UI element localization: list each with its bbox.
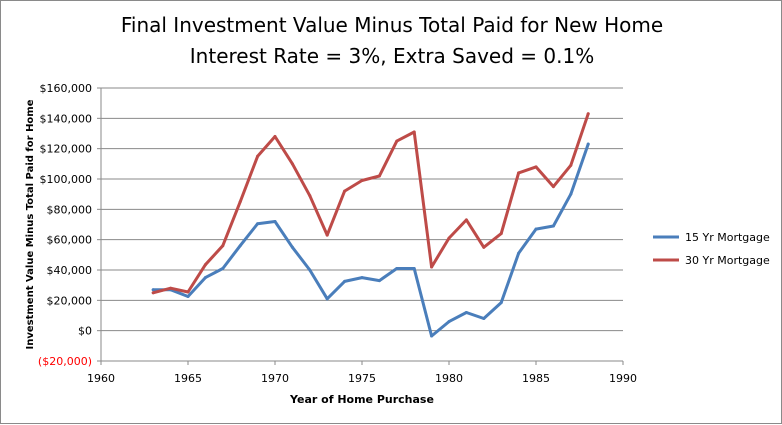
data-point bbox=[551, 224, 555, 228]
y-axis-title: Investment Value Minus Total Paid for Ho… bbox=[25, 99, 36, 349]
data-point bbox=[343, 189, 347, 193]
data-point bbox=[343, 279, 347, 283]
data-point bbox=[412, 266, 416, 270]
x-tick-label: 1985 bbox=[522, 372, 550, 385]
data-point bbox=[464, 218, 468, 222]
data-point bbox=[256, 154, 260, 158]
data-point bbox=[325, 233, 329, 237]
data-point bbox=[447, 320, 451, 324]
data-point bbox=[203, 276, 207, 280]
data-point bbox=[447, 236, 451, 240]
data-point bbox=[586, 142, 590, 146]
data-point bbox=[569, 163, 573, 167]
data-point bbox=[517, 171, 521, 175]
data-point bbox=[377, 174, 381, 178]
data-point bbox=[377, 279, 381, 283]
data-point bbox=[290, 245, 294, 249]
x-axis-title: Year of Home Purchase bbox=[289, 393, 434, 406]
x-tick-label: 1970 bbox=[261, 372, 289, 385]
x-tick-label: 1965 bbox=[174, 372, 202, 385]
data-point bbox=[256, 222, 260, 226]
data-point bbox=[186, 290, 190, 294]
y-tick-label: $160,000 bbox=[40, 82, 93, 95]
data-point bbox=[551, 185, 555, 189]
data-point bbox=[517, 251, 521, 255]
chart-title: Final Investment Value Minus Total Paid … bbox=[120, 13, 664, 37]
data-point bbox=[151, 288, 155, 292]
data-point bbox=[464, 310, 468, 314]
series-line-1 bbox=[151, 142, 590, 338]
x-tick-label: 1960 bbox=[87, 372, 115, 385]
data-point bbox=[569, 192, 573, 196]
data-point bbox=[169, 286, 173, 290]
data-point bbox=[221, 244, 225, 248]
series-line-2 bbox=[151, 112, 590, 295]
y-tick-label: $40,000 bbox=[47, 264, 93, 277]
x-tick-label: 1975 bbox=[348, 372, 376, 385]
data-point bbox=[186, 295, 190, 299]
data-point bbox=[534, 227, 538, 231]
data-point bbox=[308, 194, 312, 198]
data-point bbox=[360, 276, 364, 280]
data-point bbox=[238, 244, 242, 248]
legend-label: 30 Yr Mortgage bbox=[685, 254, 770, 267]
data-point bbox=[430, 265, 434, 269]
data-point bbox=[360, 179, 364, 183]
data-point bbox=[482, 245, 486, 249]
data-point bbox=[534, 165, 538, 169]
data-point bbox=[238, 200, 242, 204]
data-point bbox=[482, 317, 486, 321]
data-point bbox=[273, 135, 277, 139]
data-point bbox=[273, 219, 277, 223]
data-point bbox=[308, 268, 312, 272]
y-tick-label: $0 bbox=[78, 325, 92, 338]
y-tick-label: ($20,000) bbox=[38, 355, 92, 368]
y-tick-label: $20,000 bbox=[47, 294, 93, 307]
y-tick-label: $120,000 bbox=[40, 143, 93, 156]
data-point bbox=[412, 130, 416, 134]
data-point bbox=[151, 291, 155, 295]
chart-subtitle: Interest Rate = 3%, Extra Saved = 0.1% bbox=[189, 44, 595, 68]
data-point bbox=[221, 266, 225, 270]
data-point bbox=[290, 162, 294, 166]
data-point bbox=[395, 139, 399, 143]
data-point bbox=[586, 112, 590, 116]
data-point bbox=[203, 263, 207, 267]
data-point bbox=[430, 334, 434, 338]
x-tick-label: 1980 bbox=[435, 372, 463, 385]
x-tick-label: 1990 bbox=[609, 372, 637, 385]
data-point bbox=[499, 232, 503, 236]
y-tick-label: $80,000 bbox=[47, 203, 93, 216]
data-point bbox=[499, 301, 503, 305]
y-tick-label: $100,000 bbox=[40, 173, 93, 186]
data-point bbox=[325, 297, 329, 301]
legend-label: 15 Yr Mortgage bbox=[685, 231, 770, 244]
data-point bbox=[395, 266, 399, 270]
y-tick-label: $60,000 bbox=[47, 234, 93, 247]
y-tick-label: $140,000 bbox=[40, 112, 93, 125]
